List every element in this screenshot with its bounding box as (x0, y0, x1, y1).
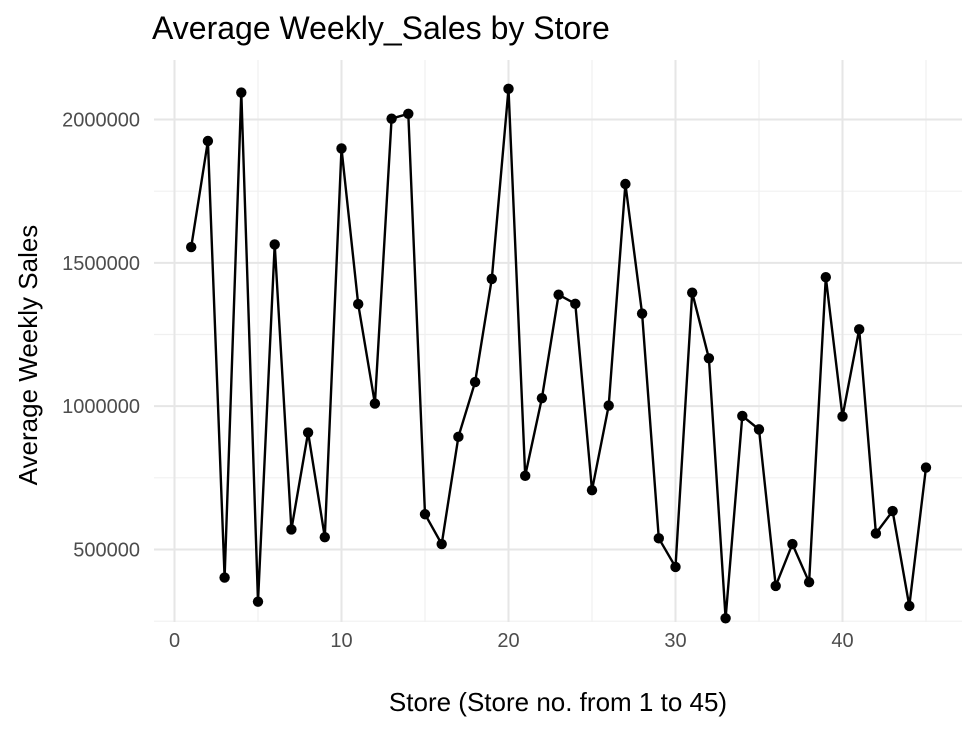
x-tick-label: 20 (497, 630, 519, 652)
data-point (636, 308, 648, 319)
data-point (353, 298, 364, 310)
data-point (419, 509, 431, 520)
data-point (837, 411, 848, 422)
data-point (553, 289, 564, 300)
data-point (820, 271, 831, 283)
data-point (369, 398, 381, 409)
data-point (720, 613, 731, 624)
y-axis-label: Average Weekly Sales (13, 225, 43, 486)
data-point (737, 410, 748, 422)
data-point (887, 505, 898, 517)
points-layer (186, 83, 932, 624)
data-point (219, 572, 230, 583)
data-point (302, 427, 314, 438)
data-point (854, 324, 865, 335)
x-axis-label: Store (Store no. from 1 to 45) (389, 687, 727, 717)
data-point (186, 241, 197, 253)
data-point (252, 596, 264, 607)
data-point (403, 108, 414, 119)
x-tick-label: 0 (169, 630, 180, 652)
data-point (202, 135, 214, 147)
y-tick-labels: 500000 1000000 1500000 2000000 (62, 110, 140, 562)
data-point (753, 424, 765, 435)
x-tick-labels: 0 10 20 30 40 (169, 630, 854, 652)
data-point (469, 376, 481, 388)
data-point (586, 484, 598, 496)
data-point (269, 239, 280, 250)
data-point (770, 580, 781, 592)
chart-title: Average Weekly_Sales by Store (152, 10, 610, 46)
series-line-layer (190, 88, 928, 619)
data-point (236, 87, 247, 98)
data-point (386, 113, 397, 124)
data-point (787, 538, 798, 550)
y-tick-label: 1500000 (62, 253, 140, 275)
grid (154, 60, 962, 622)
data-point (670, 561, 681, 573)
x-tick-label: 30 (664, 630, 686, 652)
data-point (536, 392, 548, 404)
data-point (920, 462, 932, 473)
data-point (436, 538, 447, 550)
data-point (803, 576, 815, 588)
data-point (687, 287, 698, 298)
x-tick-label: 40 (831, 630, 853, 652)
data-point (486, 273, 497, 285)
data-point (286, 524, 297, 535)
series-line (190, 88, 928, 619)
y-tick-label: 500000 (73, 540, 140, 562)
data-point (336, 143, 347, 154)
data-point (503, 83, 514, 95)
data-point (870, 528, 882, 539)
x-tick-label: 10 (330, 630, 352, 652)
y-tick-label: 2000000 (62, 110, 140, 132)
data-point (520, 470, 531, 482)
data-point (703, 353, 715, 364)
data-point (453, 431, 464, 443)
data-point (620, 178, 631, 190)
data-point (570, 298, 581, 310)
data-point (653, 533, 664, 544)
y-tick-label: 1000000 (62, 396, 140, 418)
data-point (904, 600, 915, 612)
data-point (603, 400, 614, 411)
data-point (319, 531, 330, 543)
